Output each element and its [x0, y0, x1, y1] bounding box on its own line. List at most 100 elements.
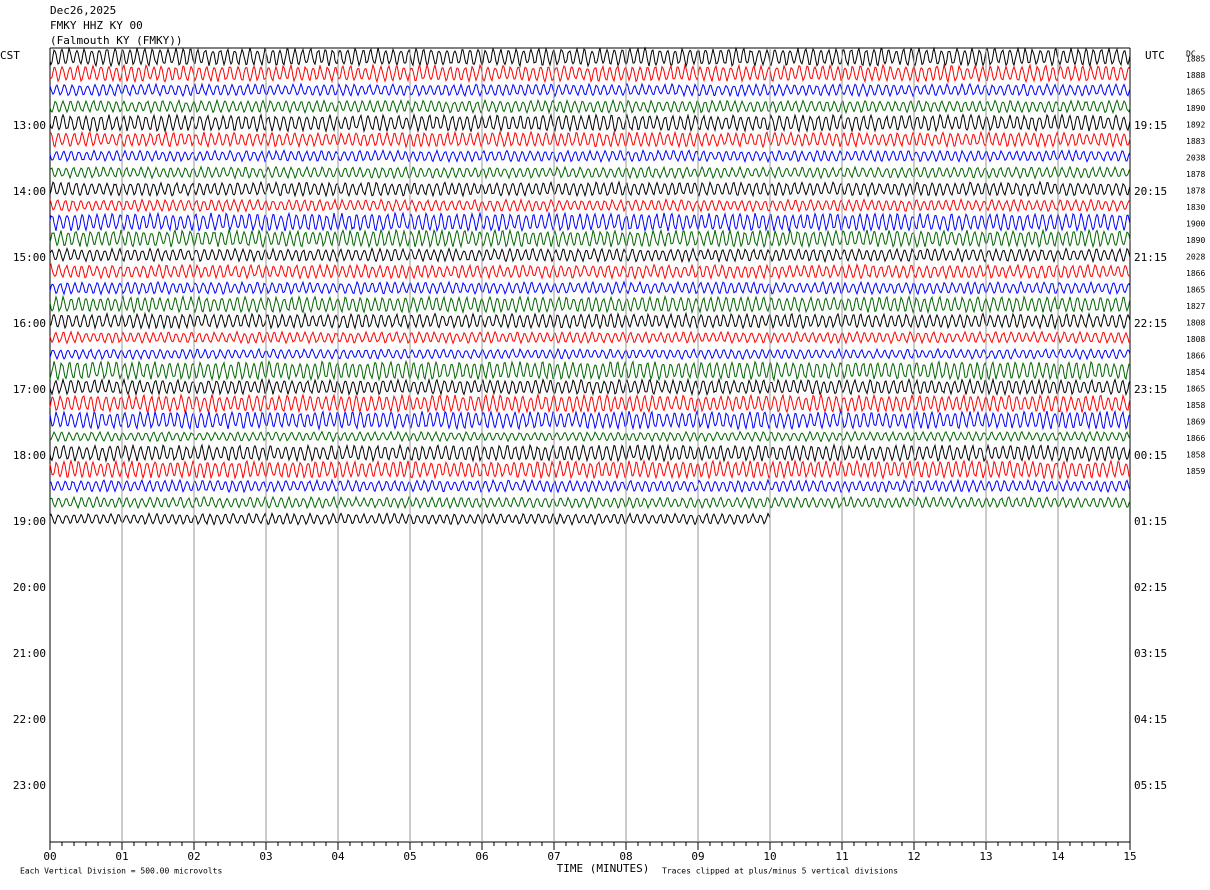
right-zone: UTC — [1145, 49, 1165, 62]
dc-label: 1866 — [1186, 269, 1205, 278]
right-hour-label: 00:15 — [1134, 449, 1167, 462]
dc-label: 1808 — [1186, 319, 1205, 328]
left-hour-label: 16:00 — [13, 317, 46, 330]
left-hour-label: 18:00 — [13, 449, 46, 462]
right-hour-label: 03:15 — [1134, 647, 1167, 660]
x-tick-label: 04 — [331, 850, 345, 863]
trace — [49, 113, 1131, 134]
dc-label: 1859 — [1186, 467, 1205, 476]
dc-label: 1808 — [1186, 335, 1205, 344]
dc-label: 1854 — [1186, 368, 1205, 377]
trace — [49, 294, 1131, 315]
trace — [49, 377, 1131, 397]
dc-label: 2038 — [1186, 154, 1205, 163]
left-hour-label: 15:00 — [13, 251, 46, 264]
dc-label: 1858 — [1186, 451, 1205, 460]
left-hour-label: 13:00 — [13, 119, 46, 132]
dc-label: 1878 — [1186, 187, 1205, 196]
x-tick-label: 00 — [43, 850, 56, 863]
right-hour-label: 19:15 — [1134, 119, 1167, 132]
dc-label: 1858 — [1186, 401, 1205, 410]
right-hour-label: 05:15 — [1134, 779, 1167, 792]
trace — [49, 311, 1131, 331]
x-tick-label: 11 — [835, 850, 848, 863]
date: Dec26,2025 — [50, 4, 116, 17]
x-tick-label: 12 — [907, 850, 920, 863]
trace — [49, 165, 1131, 180]
x-tick-label: 01 — [115, 850, 128, 863]
dc-label: 1865 — [1186, 385, 1205, 394]
x-tick-label: 02 — [187, 850, 200, 863]
dc-label: 1866 — [1186, 352, 1205, 361]
trace — [49, 98, 1131, 115]
trace — [49, 392, 1131, 414]
x-tick-label: 14 — [1051, 850, 1065, 863]
trace — [49, 443, 1131, 464]
dc-label: 1878 — [1186, 170, 1205, 179]
left-hour-label: 14:00 — [13, 185, 46, 198]
right-hour-label: 02:15 — [1134, 581, 1167, 594]
trace — [49, 82, 1131, 98]
dc-label: 1885 — [1186, 55, 1205, 64]
x-tick-label: 10 — [763, 850, 776, 863]
trace — [49, 63, 1131, 84]
dc-label: 1827 — [1186, 302, 1205, 311]
trace — [49, 478, 1131, 494]
dc-label: 1869 — [1186, 418, 1205, 427]
trace — [49, 280, 1131, 296]
dc-label: 1883 — [1186, 137, 1205, 146]
dc-label: 1888 — [1186, 71, 1205, 80]
location: (Falmouth KY (FMKY)) — [50, 34, 182, 47]
right-hour-label: 23:15 — [1134, 383, 1167, 396]
trace — [49, 458, 1131, 480]
left-hour-label: 22:00 — [13, 713, 46, 726]
left-hour-label: 19:00 — [13, 515, 46, 528]
dc-label: 1892 — [1186, 121, 1205, 130]
dc-label: 2028 — [1186, 253, 1205, 262]
trace — [49, 262, 1131, 281]
x-tick-label: 03 — [259, 850, 272, 863]
x-tick-label: 07 — [547, 850, 560, 863]
dc-label: 1830 — [1186, 203, 1205, 212]
dc-header: DC — [1186, 50, 1196, 59]
footer-left: Each Vertical Division = 500.00 microvol… — [20, 867, 222, 876]
x-tick-label: 06 — [475, 850, 488, 863]
trace — [49, 347, 1131, 361]
trace — [49, 148, 1131, 164]
right-hour-label: 22:15 — [1134, 317, 1167, 330]
trace — [49, 228, 1131, 249]
x-tick-label: 08 — [619, 850, 632, 863]
trace — [49, 130, 1131, 149]
left-hour-label: 21:00 — [13, 647, 46, 660]
trace — [49, 211, 1131, 233]
station: FMKY HHZ KY 00 — [50, 19, 143, 32]
right-hour-label: 20:15 — [1134, 185, 1167, 198]
trace — [49, 197, 1131, 213]
x-tick-label: 13 — [979, 850, 992, 863]
left-hour-label: 20:00 — [13, 581, 46, 594]
traces — [49, 46, 1131, 527]
trace — [49, 330, 1130, 345]
left-zone: CST — [0, 49, 20, 62]
dc-label: 1890 — [1186, 104, 1205, 113]
trace — [49, 495, 1131, 510]
dc-label: 1866 — [1186, 434, 1205, 443]
left-hour-label: 23:00 — [13, 779, 46, 792]
x-tick-label: 15 — [1123, 850, 1136, 863]
dc-label: 1865 — [1186, 286, 1205, 295]
right-hour-label: 04:15 — [1134, 713, 1167, 726]
trace — [49, 180, 1131, 198]
trace — [49, 409, 1131, 431]
x-tick-label: 09 — [691, 850, 704, 863]
right-hour-label: 21:15 — [1134, 251, 1167, 264]
trace — [49, 359, 1131, 382]
trace — [49, 430, 1131, 443]
x-tick-label: 05 — [403, 850, 416, 863]
trace — [49, 46, 1131, 68]
footer-right: Traces clipped at plus/minus 5 vertical … — [662, 867, 898, 876]
x-axis-label: TIME (MINUTES) — [557, 862, 650, 875]
trace — [49, 246, 1131, 264]
right-hour-label: 01:15 — [1134, 515, 1167, 528]
